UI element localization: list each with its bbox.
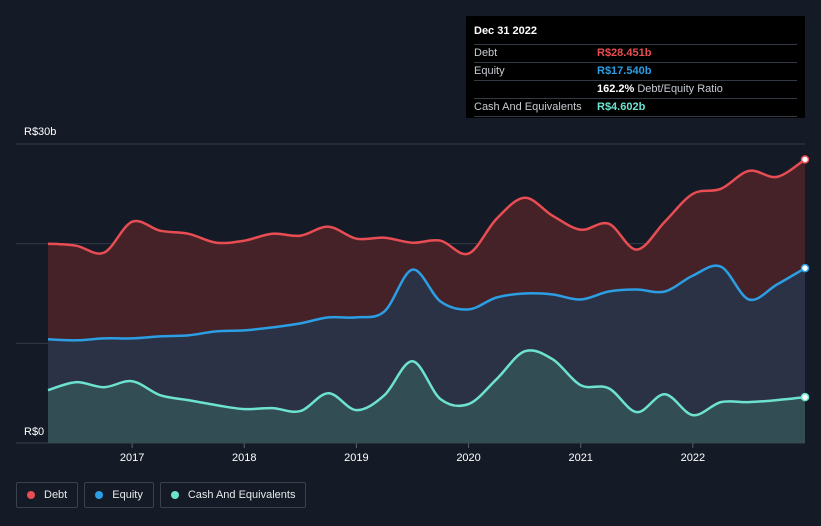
tooltip-panel: Dec 31 2022 Debt R$28.451b Equity R$17.5… bbox=[466, 16, 805, 118]
tooltip-label-ratio bbox=[474, 81, 597, 98]
line-equity bbox=[47, 264, 806, 342]
end-marker-cash-and-equivalents bbox=[800, 392, 810, 402]
tooltip-row-equity: Equity R$17.540b bbox=[474, 63, 797, 81]
x-tick-label: 2019 bbox=[344, 452, 368, 464]
x-tick-label: 2018 bbox=[232, 452, 256, 464]
tooltip-label-debt: Debt bbox=[474, 47, 498, 59]
legend: Debt Equity Cash And Equivalents bbox=[16, 482, 307, 508]
series-areas bbox=[48, 159, 805, 443]
tooltip-row-debt: Debt R$28.451b bbox=[474, 45, 797, 63]
x-axis-ticks: 2017 2018 2019 2020 2021 2022 bbox=[120, 443, 705, 464]
legend-label-debt: Debt bbox=[44, 489, 68, 501]
x-tick-label: 2017 bbox=[120, 452, 144, 464]
area-cash-and-equivalents bbox=[48, 350, 805, 443]
legend-dot-icon bbox=[170, 491, 179, 499]
line-cash-and-equivalents bbox=[47, 349, 806, 417]
tooltip-label-cash: Cash And Equivalents bbox=[474, 101, 582, 113]
tooltip-value-cash: R$4.602b bbox=[597, 101, 646, 113]
legend-item-cash[interactable]: Cash And Equivalents bbox=[159, 482, 307, 508]
tooltip-row-cash: Cash And Equivalents R$4.602b bbox=[474, 99, 797, 117]
legend-label-equity: Equity bbox=[112, 489, 143, 501]
legend-dot-icon bbox=[95, 491, 104, 499]
tooltip-value-debt: R$28.451b bbox=[597, 47, 652, 59]
legend-item-debt[interactable]: Debt bbox=[16, 482, 79, 508]
tooltip-ratio-suffix: Debt/Equity Ratio bbox=[637, 83, 723, 95]
tooltip-value-equity: R$17.540b bbox=[597, 65, 652, 77]
legend-label-cash: Cash And Equivalents bbox=[187, 489, 296, 501]
legend-item-equity[interactable]: Equity bbox=[84, 482, 154, 508]
legend-dot-icon bbox=[27, 491, 35, 499]
tooltip-date: Dec 31 2022 bbox=[474, 24, 797, 45]
tooltip-value-ratio: 162.2% bbox=[597, 83, 635, 95]
x-tick-label: 2022 bbox=[681, 452, 705, 464]
line-debt bbox=[47, 158, 806, 256]
tooltip-row-ratio: 162.2% Debt/Equity Ratio bbox=[474, 81, 797, 99]
y-tick-label-min: R$0 bbox=[24, 426, 44, 438]
end-marker-equity bbox=[800, 263, 810, 273]
tooltip-label-equity: Equity bbox=[474, 65, 505, 77]
y-tick-label-max: R$30b bbox=[24, 126, 56, 138]
series-lines bbox=[47, 158, 806, 417]
x-tick-label: 2020 bbox=[456, 452, 480, 464]
x-tick-label: 2021 bbox=[568, 452, 592, 464]
series-end-markers bbox=[800, 155, 810, 402]
end-marker-debt bbox=[800, 155, 810, 164]
